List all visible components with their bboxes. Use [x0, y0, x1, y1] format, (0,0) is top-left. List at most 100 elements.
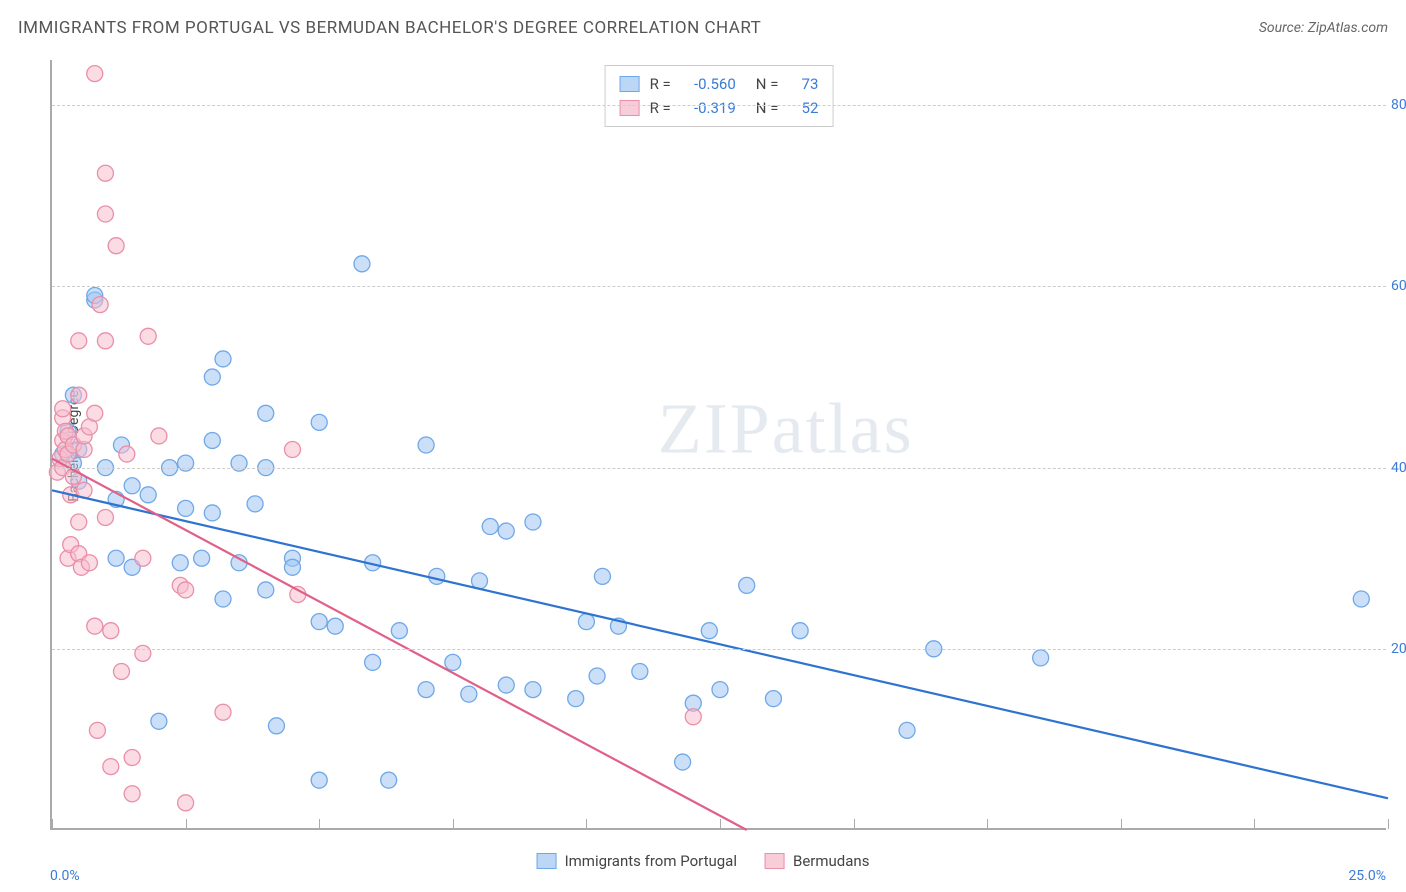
- r-value: -0.560: [681, 72, 736, 96]
- data-point: [268, 718, 284, 734]
- plot-area: ZIPatlas R =-0.560N =73R =-0.319N =52 20…: [50, 60, 1386, 830]
- data-point: [124, 786, 140, 802]
- data-point: [632, 663, 648, 679]
- chart-title: IMMIGRANTS FROM PORTUGAL VS BERMUDAN BAC…: [18, 18, 761, 38]
- r-label: R =: [650, 96, 671, 120]
- x-tick: [720, 819, 721, 829]
- data-point: [71, 514, 87, 530]
- data-point: [97, 509, 113, 525]
- data-point: [525, 682, 541, 698]
- x-axis-min-label: 0.0%: [50, 868, 80, 884]
- source-attribution: Source: ZipAtlas.com: [1259, 20, 1388, 36]
- data-point: [103, 623, 119, 639]
- x-tick: [52, 819, 53, 829]
- grid-line: [52, 286, 1386, 287]
- data-point: [113, 663, 129, 679]
- data-point: [1033, 650, 1049, 666]
- data-point: [381, 772, 397, 788]
- data-point: [204, 369, 220, 385]
- data-point: [311, 772, 327, 788]
- y-tick-label: 20.0%: [1391, 641, 1406, 657]
- data-point: [178, 582, 194, 598]
- x-tick: [1121, 819, 1122, 829]
- grid-line: [52, 649, 1386, 650]
- data-point: [429, 568, 445, 584]
- data-point: [568, 691, 584, 707]
- n-label: N =: [756, 96, 779, 120]
- data-point: [97, 206, 113, 222]
- legend-swatch: [765, 853, 785, 869]
- y-tick-label: 80.0%: [1391, 97, 1406, 113]
- data-point: [461, 686, 477, 702]
- legend-label: Immigrants from Portugal: [565, 852, 737, 870]
- data-point: [589, 668, 605, 684]
- legend-item: Bermudans: [765, 852, 869, 870]
- legend-row: R =-0.319N =52: [620, 96, 819, 120]
- n-value: 73: [788, 72, 818, 96]
- data-point: [284, 442, 300, 458]
- data-point: [712, 682, 728, 698]
- data-point: [172, 555, 188, 571]
- data-point: [482, 519, 498, 535]
- y-tick-label: 40.0%: [1391, 460, 1406, 476]
- legend-swatch: [620, 100, 640, 116]
- data-point: [140, 328, 156, 344]
- data-point: [135, 645, 151, 661]
- data-point: [108, 550, 124, 566]
- data-point: [55, 401, 71, 417]
- data-point: [135, 550, 151, 566]
- legend-row: R =-0.560N =73: [620, 72, 819, 96]
- grid-line: [52, 468, 1386, 469]
- legend-label: Bermudans: [793, 852, 869, 870]
- correlation-legend: R =-0.560N =73R =-0.319N =52: [605, 65, 834, 127]
- legend-item: Immigrants from Portugal: [537, 852, 737, 870]
- data-point: [327, 618, 343, 634]
- scatter-layer: [52, 60, 1386, 828]
- x-tick: [854, 819, 855, 829]
- data-point: [103, 759, 119, 775]
- data-point: [124, 750, 140, 766]
- data-point: [178, 500, 194, 516]
- data-point: [215, 591, 231, 607]
- data-point: [89, 722, 105, 738]
- trend-line: [52, 490, 1388, 798]
- data-point: [215, 704, 231, 720]
- data-point: [701, 623, 717, 639]
- data-point: [498, 677, 514, 693]
- data-point: [87, 618, 103, 634]
- data-point: [71, 333, 87, 349]
- x-tick: [586, 819, 587, 829]
- data-point: [594, 568, 610, 584]
- series-legend: Immigrants from Portugal Bermudans: [537, 852, 870, 870]
- data-point: [204, 432, 220, 448]
- data-point: [231, 455, 247, 471]
- x-tick: [453, 819, 454, 829]
- data-point: [204, 505, 220, 521]
- data-point: [418, 682, 434, 698]
- data-point: [792, 623, 808, 639]
- data-point: [578, 614, 594, 630]
- data-point: [119, 446, 135, 462]
- data-point: [194, 550, 210, 566]
- data-point: [97, 165, 113, 181]
- data-point: [899, 722, 915, 738]
- data-point: [1353, 591, 1369, 607]
- data-point: [311, 414, 327, 430]
- data-point: [178, 455, 194, 471]
- x-tick: [1254, 819, 1255, 829]
- data-point: [151, 713, 167, 729]
- data-point: [365, 654, 381, 670]
- data-point: [108, 238, 124, 254]
- x-tick: [319, 819, 320, 829]
- grid-line: [52, 105, 1386, 106]
- y-tick-label: 60.0%: [1391, 278, 1406, 294]
- data-point: [418, 437, 434, 453]
- data-point: [765, 691, 781, 707]
- data-point: [140, 487, 156, 503]
- data-point: [685, 709, 701, 725]
- data-point: [124, 478, 140, 494]
- r-value: -0.319: [681, 96, 736, 120]
- data-point: [178, 795, 194, 811]
- data-point: [354, 256, 370, 272]
- r-label: R =: [650, 72, 671, 96]
